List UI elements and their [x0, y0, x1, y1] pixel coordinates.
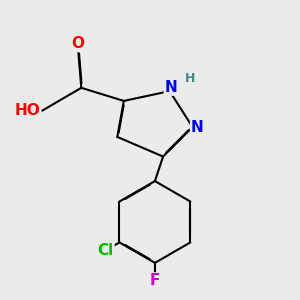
Text: N: N	[165, 80, 178, 95]
Text: Cl: Cl	[97, 243, 113, 258]
Text: O: O	[71, 36, 85, 51]
Text: F: F	[150, 273, 160, 288]
Text: H: H	[185, 72, 195, 85]
Text: N: N	[191, 120, 204, 135]
Text: HO: HO	[14, 103, 40, 118]
